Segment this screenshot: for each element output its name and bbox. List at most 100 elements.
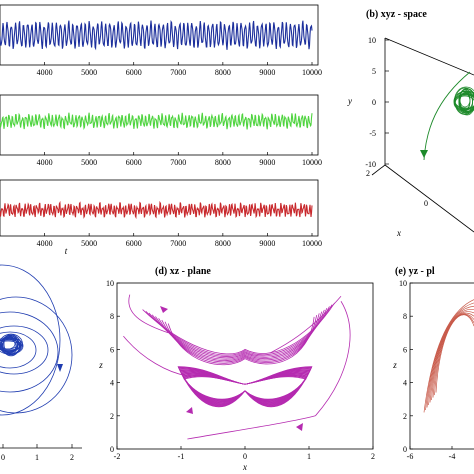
ts-y-series-line bbox=[0, 112, 313, 131]
xz-ytick-label: 0 bbox=[110, 445, 114, 454]
time-series-z-panel: 4000 5000 6000 7000 8000 9000 10000 t bbox=[0, 179, 322, 256]
xz-transient-path bbox=[128, 294, 169, 334]
time-series-x-panel: 4000 5000 6000 7000 8000 9000 10000 bbox=[0, 4, 322, 77]
ts-y-ticks: 4000 5000 6000 7000 8000 9000 10000 bbox=[37, 152, 322, 167]
yz-orbit-arc bbox=[431, 312, 474, 401]
xyz-attractor-loop bbox=[458, 88, 474, 116]
yz-orbit-arc bbox=[423, 299, 474, 413]
ts-z-ticks: 4000 5000 6000 7000 8000 9000 10000 bbox=[37, 233, 322, 248]
time-series-y-panel: 4000 5000 6000 7000 8000 9000 10000 bbox=[0, 94, 322, 167]
yz-ytick-label: 10 bbox=[399, 279, 407, 288]
xz-transient-path bbox=[187, 415, 316, 440]
yz-trajectory bbox=[423, 299, 474, 413]
ts-tick-label: 4000 bbox=[37, 158, 53, 167]
xy-attractor-loop bbox=[0, 334, 22, 356]
ts-tick-label: 7000 bbox=[170, 239, 186, 248]
ts-tick-label: 9000 bbox=[259, 68, 275, 77]
xz-orbit-arc bbox=[167, 316, 315, 366]
xz-ytick-label: 4 bbox=[110, 379, 114, 388]
xy-orbit bbox=[0, 311, 59, 393]
xyz-attractor-loop bbox=[453, 90, 474, 112]
xz-orbit-arc bbox=[155, 309, 325, 360]
xyz-transient-trajectory bbox=[423, 71, 471, 161]
xz-arrow-2 bbox=[186, 407, 193, 414]
xy-tick-label: 2 bbox=[70, 453, 74, 462]
ts-z-frame bbox=[0, 179, 319, 237]
xz-attractor-loop bbox=[177, 366, 313, 408]
xyz-ytick-label: 5 bbox=[372, 67, 376, 76]
xyz-attractor-loop bbox=[454, 91, 474, 109]
ts-tick-label: 5000 bbox=[81, 239, 97, 248]
xy-tick-label: 0 bbox=[1, 453, 5, 462]
xz-arrow-3 bbox=[296, 423, 303, 431]
xz-transient-path bbox=[123, 335, 188, 377]
yz-ytick-label: 8 bbox=[403, 312, 407, 321]
xy-attractor-loop bbox=[0, 338, 21, 352]
ts-tick-label: 4000 bbox=[37, 68, 53, 77]
xz-panel-title: (d) xz - plane bbox=[155, 266, 211, 277]
xz-xlabel: x bbox=[242, 462, 247, 472]
ts-tick-label: 6000 bbox=[126, 68, 142, 77]
ts-z-xlabel: t bbox=[65, 246, 68, 256]
xz-orbit-arc bbox=[161, 313, 320, 363]
xyz-depth-axis bbox=[384, 164, 474, 233]
yz-orbit-arc bbox=[435, 314, 474, 393]
xz-xtick-label: 0 bbox=[243, 452, 247, 461]
xy-plane-panel: 0 1 2 bbox=[0, 264, 82, 462]
xy-attractor-loop bbox=[3, 333, 19, 355]
yz-xtick-label: -6 bbox=[407, 452, 414, 461]
xz-orbit-arc bbox=[148, 306, 330, 357]
xy-orbit bbox=[0, 331, 37, 369]
xyz-ylabel: y bbox=[347, 96, 352, 106]
yz-ytick-label: 0 bbox=[403, 445, 407, 454]
xyz-ytick-label: -10 bbox=[365, 160, 376, 169]
yz-ytick-label: 6 bbox=[403, 345, 407, 354]
xz-plane-panel: (d) xz - plane -2 -1 0 1 2 0 2 4 6 8 10 z x bbox=[98, 266, 375, 472]
ts-tick-label: 5000 bbox=[81, 158, 97, 167]
xz-ytick-label: 10 bbox=[106, 279, 114, 288]
xyz-back-axis bbox=[384, 37, 474, 76]
xz-orbit-arc bbox=[158, 311, 323, 362]
xz-arrow-1 bbox=[160, 306, 168, 313]
yz-orbit-arc bbox=[428, 309, 474, 406]
xyz-ytick-label: -5 bbox=[369, 129, 376, 138]
xz-xtick-label: 1 bbox=[307, 452, 311, 461]
xz-ytick-label: 8 bbox=[110, 312, 114, 321]
yz-panel-title: (e) yz - pl bbox=[395, 266, 435, 277]
xyz-attractor-loop bbox=[454, 87, 474, 115]
xz-frame bbox=[116, 282, 374, 450]
xz-xtick-label: 2 bbox=[371, 452, 375, 461]
xz-ytick-label: 6 bbox=[110, 345, 114, 354]
yz-ytick-label: 4 bbox=[403, 379, 407, 388]
ts-tick-label: 6000 bbox=[126, 158, 142, 167]
xy-attractor-loop bbox=[2, 336, 18, 354]
yz-frame bbox=[409, 282, 474, 450]
ts-tick-label: 6000 bbox=[126, 239, 142, 248]
xz-orbit-arc bbox=[164, 315, 318, 364]
xz-orbit-arc bbox=[142, 302, 335, 355]
ts-tick-label: 9000 bbox=[259, 239, 275, 248]
ts-tick-label: 7000 bbox=[170, 158, 186, 167]
xy-ticks: 0 1 2 bbox=[1, 444, 74, 462]
xy-tick-label: 1 bbox=[35, 453, 39, 462]
yz-ylabel: z bbox=[392, 360, 397, 370]
xy-attractor-loop bbox=[2, 335, 20, 357]
xyz-attractor bbox=[453, 86, 474, 116]
xz-ytick-label: 2 bbox=[110, 412, 114, 421]
ts-tick-label: 7000 bbox=[170, 68, 186, 77]
xyz-depth-axis-2 bbox=[371, 164, 386, 176]
xy-attractor-loop bbox=[0, 337, 24, 355]
xz-transient-path bbox=[270, 296, 342, 354]
xy-attractor-loop bbox=[0, 337, 23, 351]
xz-xtick-label: -2 bbox=[114, 452, 121, 461]
yz-ticks: 0 2 4 6 8 10 -6 -4 bbox=[399, 279, 455, 461]
xyz-attractor-loop bbox=[459, 89, 473, 113]
xy-orbit bbox=[0, 325, 49, 375]
yz-orbit-arc bbox=[426, 305, 474, 408]
ts-tick-label: 10000 bbox=[302, 239, 322, 248]
xyz-space-panel: (b) xyz - space 10 5 0 -5 -102 0 y x bbox=[347, 9, 474, 238]
xyz-arrow-head bbox=[420, 150, 428, 158]
yz-ytick-label: 2 bbox=[403, 412, 407, 421]
yz-plane-panel: (e) yz - pl 0 2 4 6 8 10 -6 -4 z bbox=[392, 266, 474, 461]
